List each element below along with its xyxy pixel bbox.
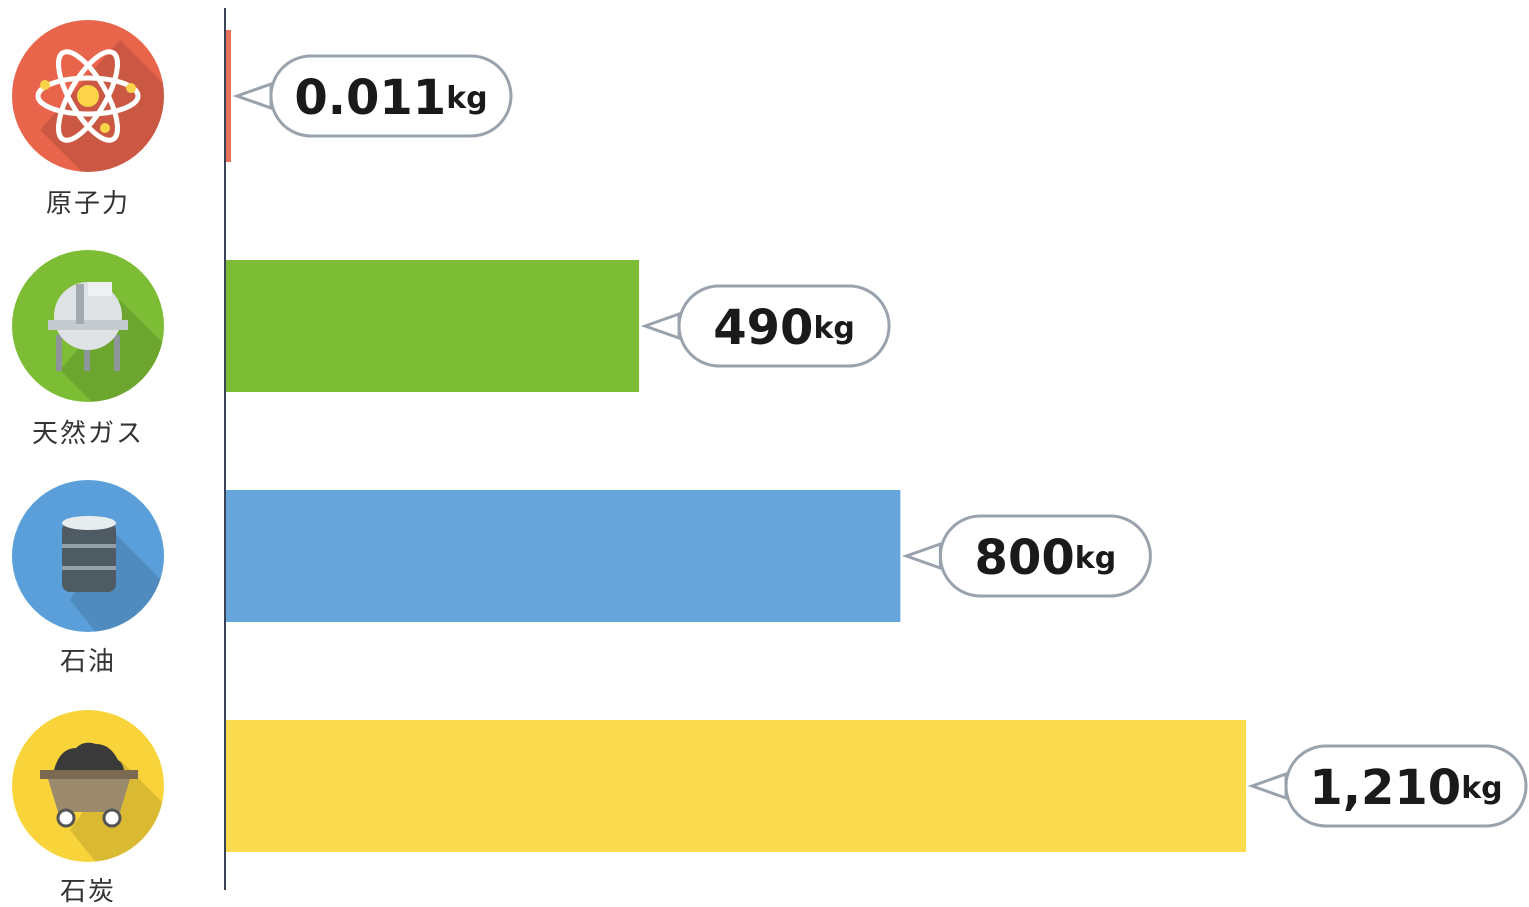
- bar-oil: [226, 490, 901, 622]
- svg-text:490kg: 490kg: [713, 300, 855, 356]
- callout-nuclear: 0.011kg: [232, 54, 513, 138]
- value-label: 800: [975, 530, 1075, 586]
- svg-text:1,210kg: 1,210kg: [1309, 760, 1502, 816]
- oil-barrel-icon: [12, 480, 164, 632]
- unit-label: kg: [1075, 541, 1116, 576]
- atom-icon: [12, 20, 164, 172]
- bar-coal: [226, 720, 1246, 852]
- unit-label: kg: [1461, 771, 1502, 806]
- category-label-oil: 石油: [60, 647, 116, 677]
- value-label: 1,210: [1309, 760, 1461, 816]
- category-label-coal: 石炭: [60, 877, 116, 907]
- coal-cart-icon: [12, 710, 164, 862]
- category-label-nuclear: 原子力: [46, 189, 130, 219]
- gas-tank-icon: [12, 250, 164, 402]
- svg-text:800kg: 800kg: [975, 530, 1117, 586]
- bars-group: [226, 30, 1246, 852]
- value-label: 0.011: [294, 70, 446, 126]
- unit-label: kg: [813, 311, 854, 346]
- category-label-natural-gas: 天然ガス: [32, 419, 144, 449]
- value-labels-group: 0.011kg 490kg 800kg 1,210kg: [232, 54, 1528, 828]
- bar-natural-gas: [226, 260, 640, 392]
- callout-natural-gas: 490kg: [640, 284, 891, 368]
- callout-coal: 1,210kg: [1247, 744, 1528, 828]
- svg-text:0.011kg: 0.011kg: [294, 70, 487, 126]
- unit-label: kg: [446, 81, 487, 116]
- bar-nuclear: [226, 30, 231, 162]
- value-label: 490: [713, 300, 813, 356]
- callout-oil: 800kg: [901, 514, 1152, 598]
